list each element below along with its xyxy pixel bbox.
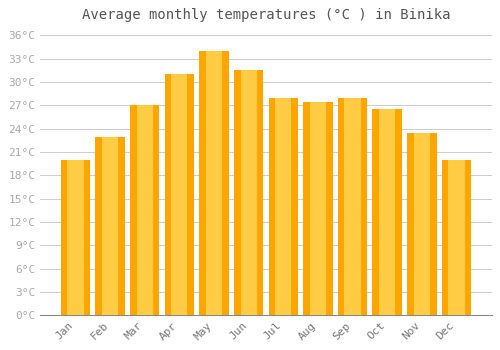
Bar xyxy=(200,51,228,315)
Bar xyxy=(344,98,360,315)
Bar xyxy=(338,98,367,315)
Bar xyxy=(372,109,402,315)
Bar xyxy=(171,74,188,315)
Bar xyxy=(60,160,90,315)
Bar xyxy=(310,102,326,315)
Bar xyxy=(275,98,291,315)
Bar xyxy=(442,160,471,315)
Bar xyxy=(379,109,396,315)
Bar xyxy=(68,160,84,315)
Bar xyxy=(268,98,298,315)
Title: Average monthly temperatures (°C ) in Binika: Average monthly temperatures (°C ) in Bi… xyxy=(82,8,450,22)
Bar xyxy=(164,74,194,315)
Bar xyxy=(303,102,332,315)
Bar xyxy=(234,70,264,315)
Bar xyxy=(414,133,430,315)
Bar xyxy=(407,133,436,315)
Bar xyxy=(240,70,256,315)
Bar xyxy=(448,160,464,315)
Bar xyxy=(206,51,222,315)
Bar xyxy=(130,105,160,315)
Bar xyxy=(96,136,125,315)
Bar xyxy=(102,136,118,315)
Bar xyxy=(136,105,153,315)
